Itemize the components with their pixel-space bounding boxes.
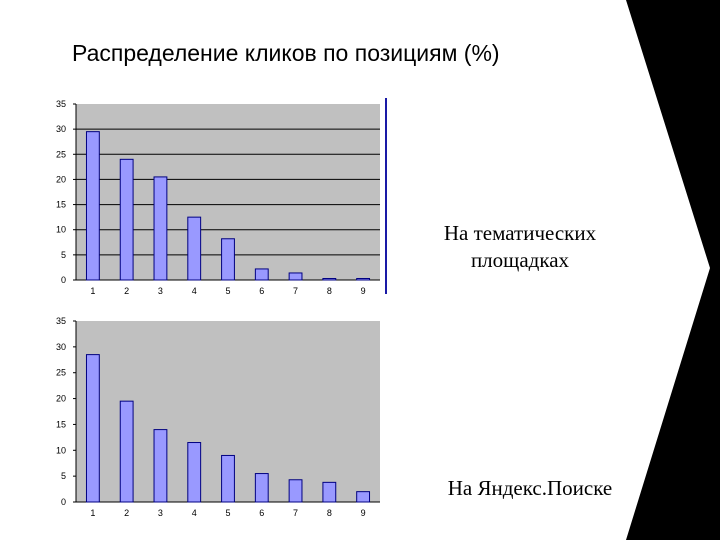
x-tick-label: 2 — [124, 286, 129, 296]
x-tick-label: 4 — [192, 508, 197, 518]
label-thematic-sites: На тематических площадках — [443, 221, 597, 272]
bar-position-3 — [153, 176, 168, 281]
x-tick-label: 1 — [90, 508, 95, 518]
x-tick-label: 2 — [124, 508, 129, 518]
x-tick-label: 4 — [192, 286, 197, 296]
y-tick-label: 10 — [56, 225, 66, 235]
x-tick-label: 9 — [361, 286, 366, 296]
x-tick-label: 5 — [225, 286, 230, 296]
bar-position-2 — [119, 400, 134, 503]
label-yandex-search: На Яндекс.Поиске — [447, 476, 613, 500]
y-tick-label: 15 — [56, 419, 66, 429]
y-tick-label: 25 — [56, 368, 66, 378]
x-tick-label: 7 — [293, 508, 298, 518]
y-tick-label: 25 — [56, 149, 66, 159]
y-tick-label: 0 — [61, 497, 66, 507]
x-tick-label: 3 — [158, 286, 163, 296]
bar-position-5 — [221, 238, 235, 281]
x-tick-label: 8 — [327, 286, 332, 296]
bar-position-1 — [85, 354, 100, 503]
y-tick-label: 0 — [61, 275, 66, 285]
y-tick-label: 20 — [56, 394, 66, 404]
bar-position-9 — [356, 277, 371, 281]
y-tick-label: 35 — [56, 316, 66, 326]
x-tick-label: 1 — [90, 286, 95, 296]
x-tick-label: 8 — [327, 508, 332, 518]
bar-position-8 — [322, 277, 337, 281]
bar-position-3 — [153, 429, 168, 503]
bar-position-6 — [254, 268, 269, 281]
y-tick-label: 15 — [56, 200, 66, 210]
x-tick-label: 9 — [361, 508, 366, 518]
x-tick-label: 7 — [293, 286, 298, 296]
y-tick-label: 5 — [61, 250, 66, 260]
y-tick-label: 30 — [56, 124, 66, 134]
y-tick-label: 10 — [56, 445, 66, 455]
bar-position-7 — [288, 272, 303, 281]
x-tick-label: 6 — [259, 286, 264, 296]
bar-position-9 — [356, 491, 371, 503]
y-tick-label: 30 — [56, 342, 66, 352]
y-tick-label: 5 — [61, 471, 66, 481]
x-tick-label: 6 — [259, 508, 264, 518]
bar-position-7 — [288, 479, 303, 503]
x-tick-label: 3 — [158, 508, 163, 518]
bar-position-1 — [85, 131, 100, 281]
bar-position-6 — [254, 473, 269, 503]
bar-position-4 — [187, 216, 202, 281]
y-tick-label: 35 — [56, 99, 66, 109]
x-tick-label: 5 — [225, 508, 230, 518]
y-tick-label: 20 — [56, 174, 66, 184]
bar-position-4 — [187, 442, 202, 503]
bar-position-8 — [322, 481, 337, 503]
chart-divider-line — [385, 98, 387, 294]
slide-title: Распределение кликов по позициям (%) — [72, 40, 500, 66]
bar-position-2 — [119, 158, 134, 281]
bar-position-5 — [221, 454, 235, 503]
